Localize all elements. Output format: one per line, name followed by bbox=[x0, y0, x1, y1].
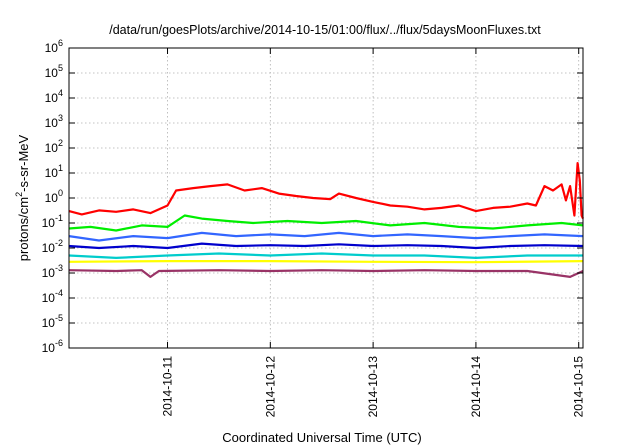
x-tick-label: 2014-10-15 bbox=[572, 356, 586, 418]
y-axis-title-part: protons/cm bbox=[16, 197, 31, 261]
y-tick-base: 10 bbox=[42, 266, 56, 280]
y-tick-label: 101 bbox=[45, 163, 63, 180]
y-tick-base: 10 bbox=[42, 216, 56, 230]
y-tick-base: 10 bbox=[45, 116, 59, 130]
y-tick-label: 102 bbox=[45, 138, 63, 155]
data-series-7 bbox=[68, 269, 584, 278]
y-tick-base: 10 bbox=[42, 241, 56, 255]
y-tick-label: 10-4 bbox=[42, 288, 63, 305]
y-tick-exponent: -1 bbox=[55, 213, 63, 223]
y-tick-base: 10 bbox=[42, 341, 56, 355]
y-tick-exponent: 3 bbox=[58, 113, 63, 123]
y-tick-exponent: 4 bbox=[58, 88, 63, 98]
y-axis-title: protons/cm2-s-sr-MeV bbox=[14, 134, 31, 261]
y-tick-exponent: 1 bbox=[58, 163, 63, 173]
data-series-4 bbox=[68, 242, 584, 250]
series-layer bbox=[68, 162, 585, 278]
x-axis-title: Coordinated Universal Time (UTC) bbox=[222, 430, 421, 445]
y-tick-label: 10-6 bbox=[42, 338, 63, 355]
data-series-6 bbox=[68, 260, 584, 264]
y-axis-title-superscript: 2 bbox=[14, 192, 24, 197]
y-tick-label: 10-1 bbox=[42, 213, 63, 230]
x-tick-label: 2014-10-13 bbox=[366, 356, 380, 418]
y-tick-label: 100 bbox=[45, 188, 63, 205]
y-tick-exponent: -2 bbox=[55, 238, 63, 248]
y-tick-exponent: 0 bbox=[58, 188, 63, 198]
x-tick-label: 2014-10-14 bbox=[469, 356, 483, 418]
y-tick-exponent: -6 bbox=[55, 338, 63, 348]
y-tick-base: 10 bbox=[45, 166, 59, 180]
y-tick-base: 10 bbox=[45, 66, 59, 80]
y-tick-base: 10 bbox=[42, 291, 56, 305]
ticks: 10-610-510-410-310-210-11001011021031041… bbox=[42, 38, 586, 417]
y-tick-base: 10 bbox=[45, 141, 59, 155]
y-tick-base: 10 bbox=[45, 41, 59, 55]
x-tick-label: 2014-10-11 bbox=[161, 356, 175, 417]
y-tick-base: 10 bbox=[45, 91, 59, 105]
y-tick-base: 10 bbox=[42, 316, 56, 330]
y-tick-base: 10 bbox=[45, 191, 59, 205]
y-tick-label: 104 bbox=[45, 88, 63, 105]
y-tick-label: 103 bbox=[45, 113, 63, 130]
y-tick-exponent: -5 bbox=[55, 313, 63, 323]
y-tick-label: 105 bbox=[45, 63, 63, 80]
x-tick-label: 2014-10-12 bbox=[263, 356, 277, 418]
y-tick-exponent: 2 bbox=[58, 138, 63, 148]
y-axis-title-part: -s-sr-MeV bbox=[16, 134, 31, 191]
data-series-3 bbox=[68, 231, 584, 242]
data-series-2 bbox=[68, 214, 584, 232]
y-tick-label: 10-2 bbox=[42, 238, 63, 255]
y-tick-exponent: 6 bbox=[58, 38, 63, 48]
y-tick-label: 106 bbox=[45, 38, 63, 55]
chart-title: /data/run/goesPlots/archive/2014-10-15/0… bbox=[109, 23, 541, 37]
data-series-1 bbox=[68, 162, 585, 220]
y-tick-label: 10-5 bbox=[42, 313, 63, 330]
y-axis-title-text: protons/cm2-s-sr-MeV bbox=[14, 134, 31, 261]
data-series-5 bbox=[68, 252, 583, 259]
y-tick-label: 10-3 bbox=[42, 263, 63, 280]
y-tick-exponent: -4 bbox=[55, 288, 63, 298]
y-tick-exponent: 5 bbox=[58, 63, 63, 73]
y-tick-exponent: -3 bbox=[55, 263, 63, 273]
